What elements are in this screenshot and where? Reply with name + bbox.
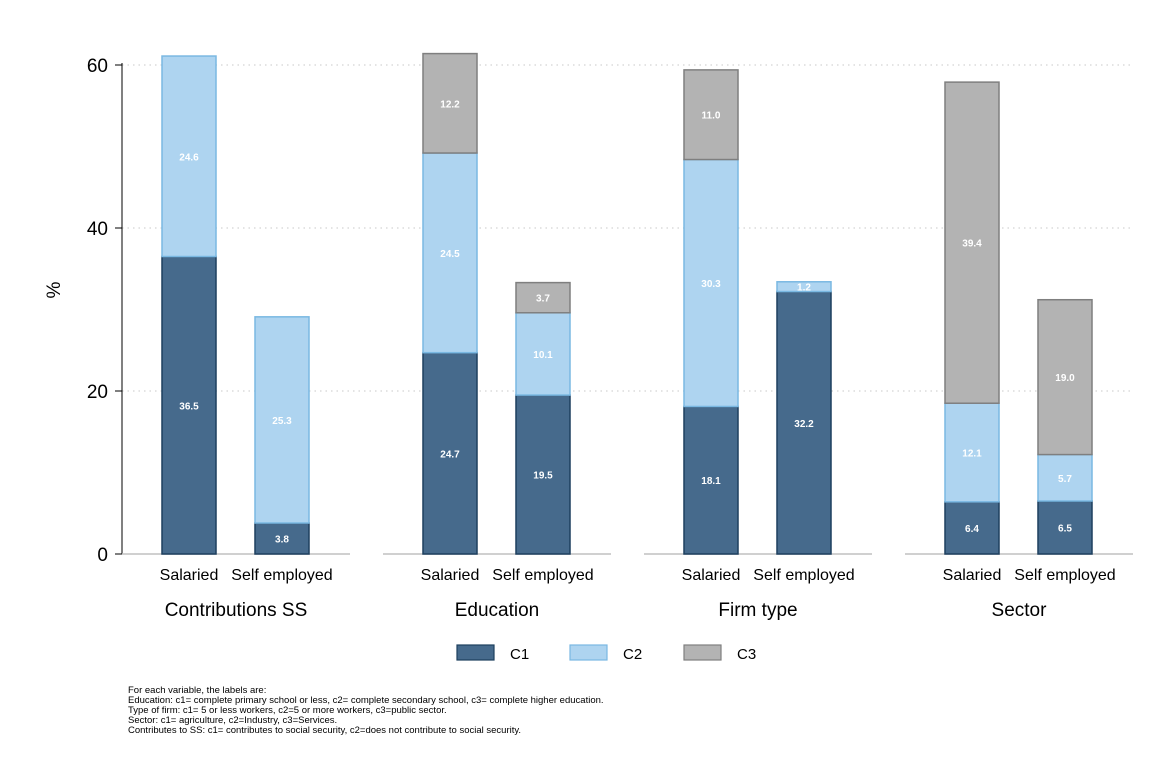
category-label: Salaried bbox=[160, 567, 219, 584]
bar-segment-c1 bbox=[422, 351, 478, 555]
bar-segment-c2 bbox=[944, 402, 1000, 503]
group-label: Sector bbox=[992, 600, 1048, 621]
y-axis-title: % bbox=[44, 281, 65, 298]
note-line: Education: c1= complete primary school o… bbox=[128, 695, 604, 706]
bar-segment-c2 bbox=[161, 55, 217, 258]
group-label: Education bbox=[455, 600, 540, 621]
bar-segment-c1 bbox=[944, 501, 1000, 555]
data-label: 12.2 bbox=[440, 99, 460, 110]
data-label: 3.7 bbox=[536, 294, 550, 305]
data-label: 24.5 bbox=[440, 249, 460, 260]
bar-segment-c3 bbox=[422, 52, 478, 154]
data-label: 6.4 bbox=[965, 524, 979, 535]
note-line: Type of firm: c1= 5 or less workers, c2=… bbox=[128, 705, 447, 716]
data-label: 6.5 bbox=[1058, 524, 1072, 535]
category-label: Self employed bbox=[231, 567, 332, 584]
category-label: Self employed bbox=[492, 567, 593, 584]
legend-swatch bbox=[569, 644, 608, 661]
note-line: Contributes to SS: c1= contributes to so… bbox=[128, 725, 522, 736]
data-label: 18.1 bbox=[701, 476, 721, 487]
data-label: 39.4 bbox=[962, 239, 982, 250]
category-label: Self employed bbox=[1014, 567, 1115, 584]
data-label: 11.0 bbox=[702, 111, 721, 122]
legend-swatch bbox=[683, 644, 722, 661]
legend-label: C2 bbox=[623, 646, 642, 663]
data-label: 36.5 bbox=[179, 401, 199, 412]
data-label: 25.3 bbox=[272, 416, 292, 427]
bar-segment-c1 bbox=[776, 290, 832, 555]
bar-segment-c3 bbox=[1037, 298, 1093, 456]
bar-segment-c2 bbox=[515, 312, 571, 396]
category-label: Salaried bbox=[682, 567, 741, 584]
note-line: Sector: c1= agriculture, c2=Industry, c3… bbox=[128, 715, 338, 726]
bar-segment-c3 bbox=[944, 81, 1000, 404]
category-label: Salaried bbox=[421, 567, 480, 584]
y-tick-label: 20 bbox=[87, 382, 108, 403]
note-line: For each variable, the labels are: bbox=[128, 685, 267, 696]
y-tick-label: 60 bbox=[87, 56, 108, 77]
chart-notes: For each variable, the labels are: Educa… bbox=[128, 686, 1028, 736]
category-label: Self employed bbox=[753, 567, 854, 584]
data-label: 32.2 bbox=[794, 419, 814, 430]
bar-segment-c2 bbox=[254, 316, 310, 524]
legend-swatch bbox=[456, 644, 495, 661]
bar-segment-c1 bbox=[515, 394, 571, 555]
bar-segment-c2 bbox=[776, 281, 832, 293]
y-tick-label: 40 bbox=[87, 219, 108, 240]
bar-segment-c3 bbox=[683, 69, 739, 161]
bar-segment-c2 bbox=[683, 158, 739, 408]
legend-label: C1 bbox=[510, 646, 529, 663]
group-label: Contributions SS bbox=[165, 600, 308, 621]
data-label: 24.6 bbox=[179, 152, 199, 163]
bar-segment-c1 bbox=[254, 522, 310, 555]
data-label: 5.7 bbox=[1058, 474, 1072, 485]
data-label: 19.5 bbox=[533, 471, 553, 482]
y-tick-label: 0 bbox=[97, 545, 108, 566]
data-label: 24.7 bbox=[440, 449, 460, 460]
bar-segment-c1 bbox=[161, 255, 217, 555]
data-label: 3.8 bbox=[275, 535, 289, 546]
data-label: 30.3 bbox=[701, 279, 721, 290]
legend-label: C3 bbox=[737, 646, 756, 663]
category-label: Salaried bbox=[943, 567, 1002, 584]
group-label: Firm type bbox=[718, 600, 797, 621]
data-label: 19.0 bbox=[1055, 373, 1075, 384]
data-label: 12.1 bbox=[962, 449, 982, 460]
data-label: 1.2 bbox=[797, 283, 811, 294]
bar-segment-c3 bbox=[515, 281, 571, 314]
data-label: 10.1 bbox=[533, 350, 553, 361]
bar-segment-c1 bbox=[1037, 500, 1093, 555]
